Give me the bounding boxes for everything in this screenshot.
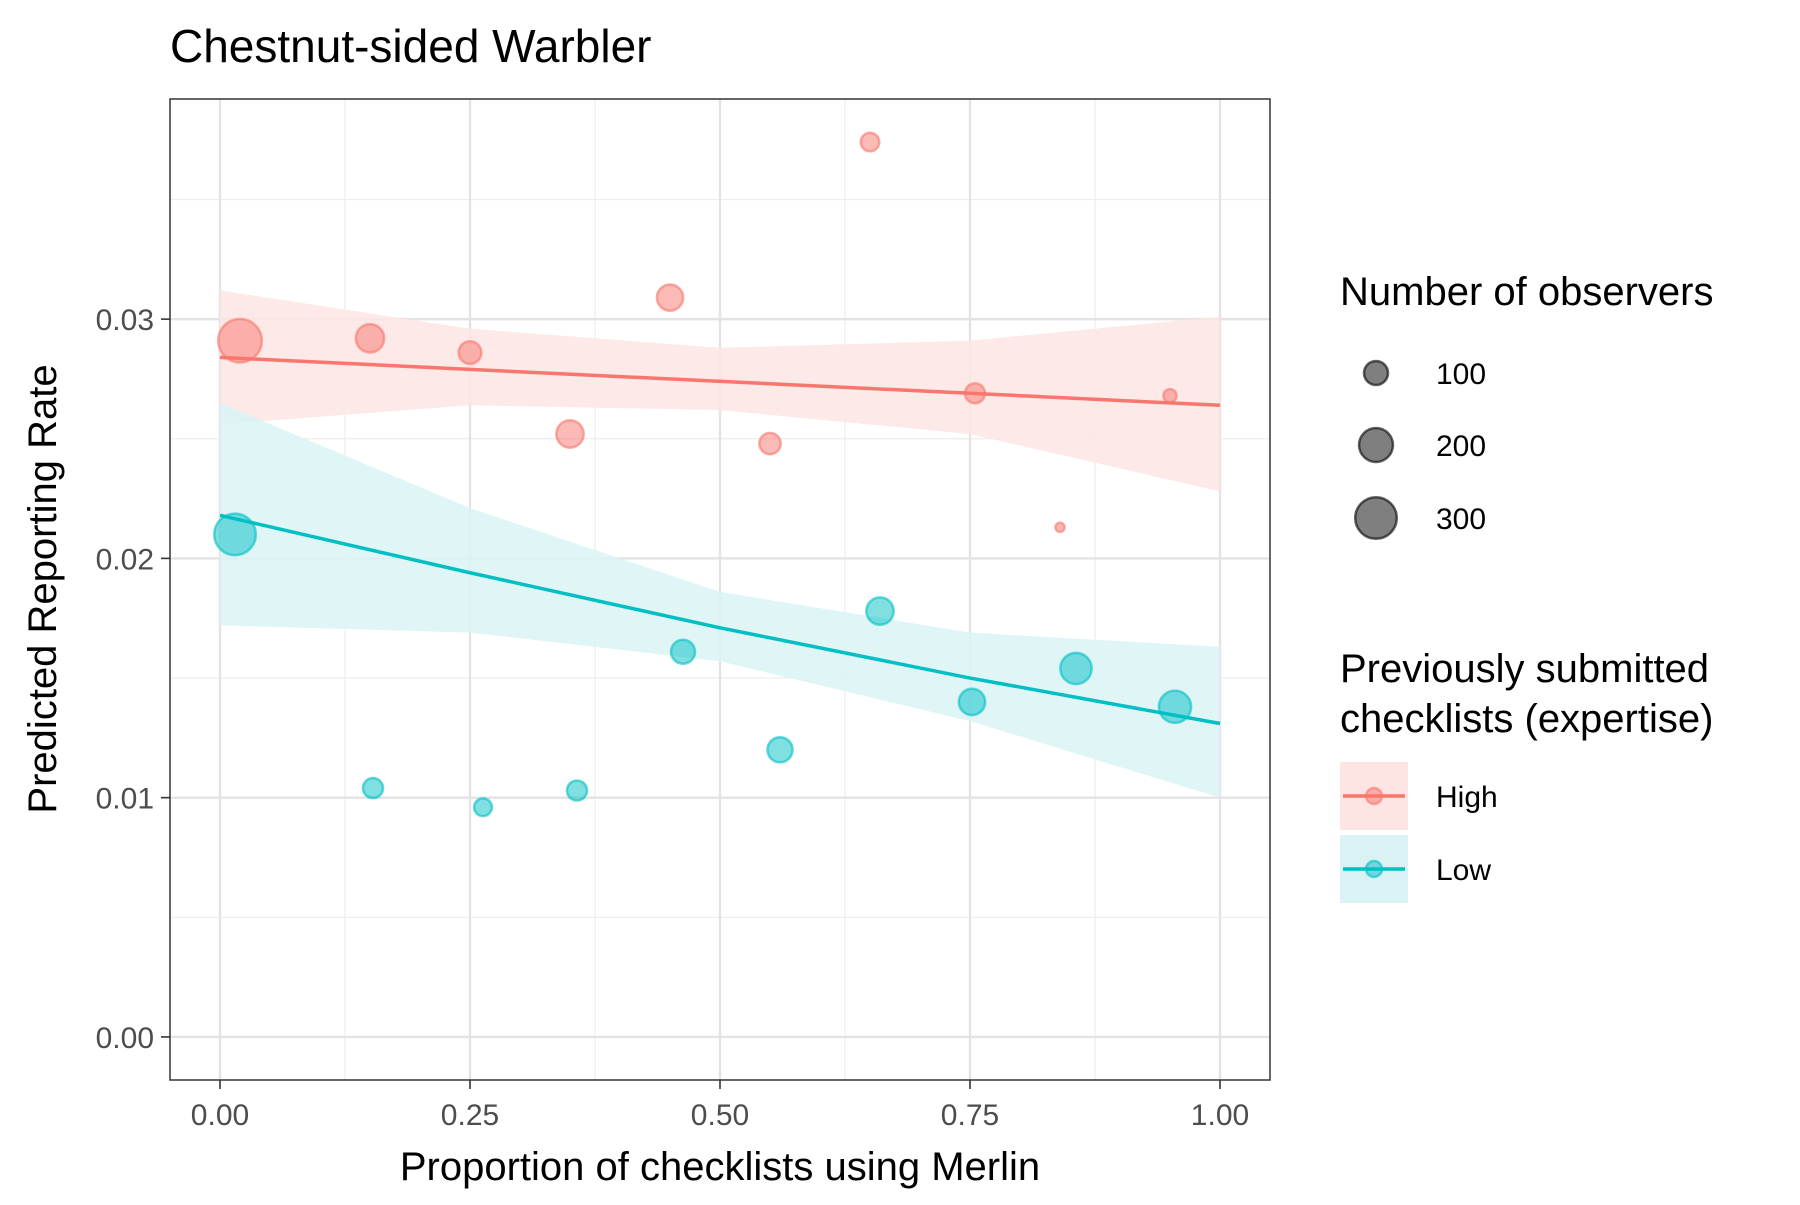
data-point xyxy=(1157,689,1193,725)
data-point xyxy=(1059,651,1093,686)
size-legend-label: 200 xyxy=(1436,430,1486,463)
size-legend-label: 300 xyxy=(1436,503,1486,536)
x-tick-label: 0.25 xyxy=(441,1099,499,1132)
y-tick-label: 0.03 xyxy=(96,304,154,337)
x-axis-label: Proportion of checklists using Merlin xyxy=(400,1145,1040,1189)
data-point xyxy=(859,131,881,153)
trend-line-0 xyxy=(219,355,1221,408)
color-legend-label: Low xyxy=(1436,854,1491,887)
color-legend-key-point xyxy=(1364,786,1384,806)
data-point xyxy=(655,283,685,312)
size-legend-label: 100 xyxy=(1436,358,1486,391)
x-tick-label: 1.00 xyxy=(1191,1099,1249,1132)
data-points xyxy=(212,131,1193,818)
legend: Number of observers 100 200 300 Previously s… xyxy=(1340,270,1713,903)
y-tick-label: 0.02 xyxy=(96,543,154,576)
data-point xyxy=(216,317,264,364)
data-point xyxy=(555,419,585,449)
color-legend-title: Previously submitted xyxy=(1340,647,1709,691)
data-point xyxy=(957,687,987,717)
axes: 0.00 0.25 0.50 0.75 1.00 0.00 0.01 0.02 0.03 xyxy=(96,304,1250,1132)
data-point xyxy=(963,382,987,405)
data-point xyxy=(865,596,895,626)
data-point xyxy=(472,797,494,818)
y-tick-label: 0.01 xyxy=(96,783,154,816)
size-legend-key xyxy=(1362,359,1390,387)
chart-title: Chestnut-sided Warbler xyxy=(170,20,652,72)
y-tick-label: 0.00 xyxy=(96,1022,154,1055)
trend-line-1 xyxy=(219,513,1221,726)
data-point xyxy=(758,431,782,456)
data-point xyxy=(766,735,794,764)
x-tick-label: 0.50 xyxy=(691,1099,749,1132)
color-legend-key-point xyxy=(1364,859,1384,879)
x-tick-label: 0.00 xyxy=(191,1099,249,1132)
color-legend-label: High xyxy=(1436,781,1498,814)
data-point xyxy=(565,779,589,802)
data-point xyxy=(361,776,385,800)
y-axis-label: Predicted Reporting Rate xyxy=(21,364,65,813)
size-legend-key xyxy=(1357,426,1395,464)
data-point xyxy=(354,322,386,354)
data-point xyxy=(457,339,483,366)
data-point xyxy=(669,638,697,665)
x-tick-label: 0.75 xyxy=(941,1099,999,1132)
data-point xyxy=(212,512,258,557)
size-legend-title: Number of observers xyxy=(1340,270,1713,314)
size-legend-key xyxy=(1353,495,1399,541)
data-point xyxy=(1054,521,1066,534)
trend-lines xyxy=(219,355,1221,726)
color-legend-title: checklists (expertise) xyxy=(1340,697,1713,741)
data-point xyxy=(1162,387,1178,404)
